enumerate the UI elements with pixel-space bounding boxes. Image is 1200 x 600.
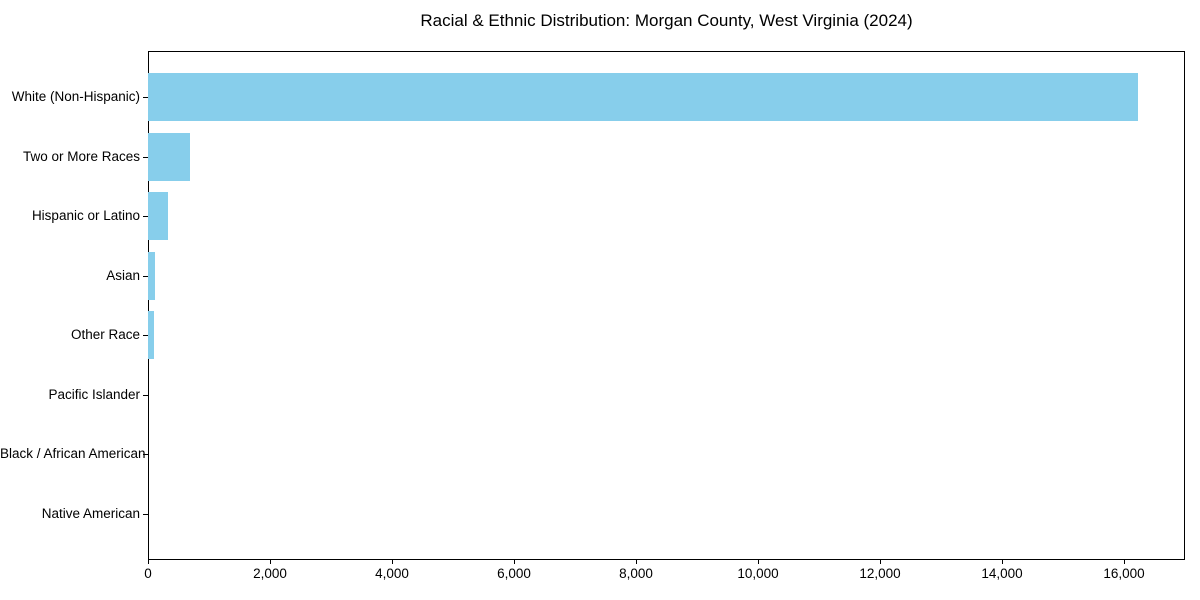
y-tick-label: Asian bbox=[106, 267, 140, 283]
bar bbox=[148, 192, 168, 241]
x-tick-label: 16,000 bbox=[1103, 566, 1145, 581]
y-tick-label: Two or More Races bbox=[22, 148, 140, 164]
y-tick-mark bbox=[143, 97, 148, 98]
y-tick-label: Other Race bbox=[70, 327, 140, 343]
x-tick-mark bbox=[148, 560, 149, 564]
y-tick-mark bbox=[143, 335, 148, 337]
bar bbox=[148, 251, 155, 300]
x-tick-mark bbox=[270, 560, 271, 564]
y-tick-label: Native American bbox=[41, 506, 140, 521]
x-tick-mark bbox=[636, 560, 637, 564]
y-tick-mark bbox=[143, 216, 148, 218]
y-tick-mark bbox=[143, 454, 148, 456]
x-tick-mark bbox=[514, 560, 515, 564]
x-tick-label: 0 bbox=[144, 566, 152, 581]
y-tick-label: Black / African American bbox=[0, 446, 146, 462]
x-tick-label: 4,000 bbox=[375, 566, 409, 581]
chart-title: Racial & Ethnic Distribution: Morgan Cou… bbox=[420, 11, 913, 30]
x-tick-label: 2,000 bbox=[253, 566, 287, 581]
y-tick-mark bbox=[143, 514, 148, 515]
y-tick-mark bbox=[143, 275, 148, 277]
y-tick-label: Hispanic or Latino bbox=[31, 208, 140, 224]
x-tick-label: 14,000 bbox=[981, 566, 1023, 581]
x-tick-mark bbox=[392, 560, 393, 564]
x-tick-mark bbox=[880, 560, 881, 564]
bar bbox=[148, 311, 155, 360]
x-tick-mark bbox=[1002, 560, 1003, 564]
x-tick-label: 12,000 bbox=[859, 566, 901, 581]
x-tick-mark bbox=[1124, 560, 1125, 564]
plot-area bbox=[148, 51, 1185, 560]
y-tick-mark bbox=[143, 156, 148, 158]
bar bbox=[148, 132, 191, 181]
y-tick-mark bbox=[143, 394, 148, 396]
x-tick-label: 8,000 bbox=[619, 566, 653, 581]
x-tick-mark bbox=[758, 560, 759, 564]
x-tick-label: 6,000 bbox=[497, 566, 531, 581]
y-tick-label: Pacific Islander bbox=[48, 386, 140, 402]
y-tick-label: White (Non-Hispanic) bbox=[11, 89, 140, 104]
x-tick-label: 10,000 bbox=[737, 566, 779, 581]
bar bbox=[148, 73, 1139, 121]
